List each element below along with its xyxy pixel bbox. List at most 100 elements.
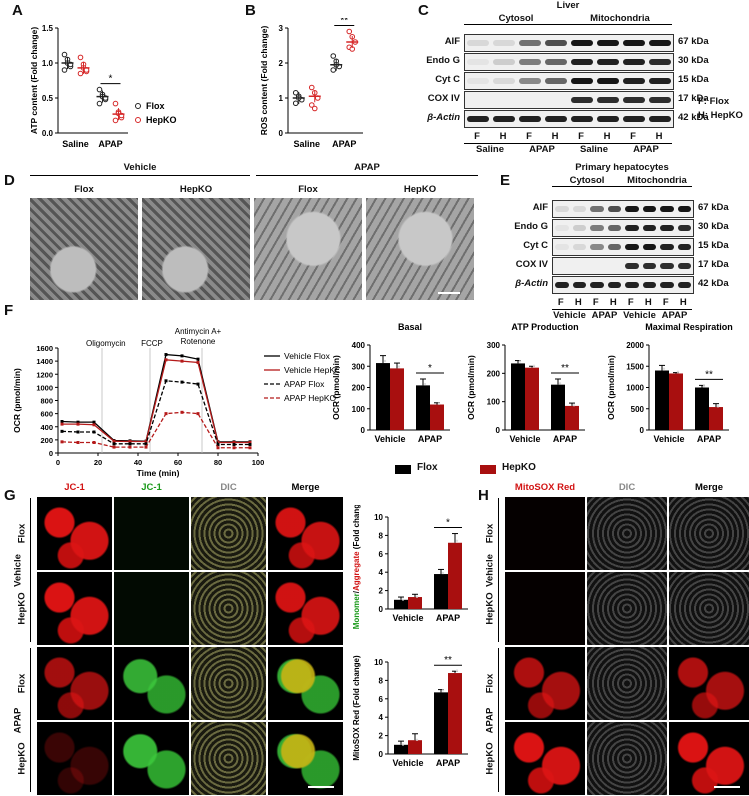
blot-band (590, 206, 604, 212)
blot-band (607, 244, 621, 250)
blot-row-label: β-Actin (515, 278, 548, 289)
blot-size-label: 30 kDa (678, 55, 709, 66)
bar (551, 384, 565, 430)
group-label: APAP (256, 162, 478, 176)
x-tick-label: APAP (332, 139, 356, 149)
y-tick-label: 300 (352, 362, 366, 371)
x-tick-label: Saline (62, 139, 89, 149)
y-axis-label: OCR (pmol/min) (466, 355, 476, 420)
blot-lane-label: F (526, 131, 532, 142)
blot-strip (464, 110, 674, 128)
data-point (248, 441, 252, 444)
panel-f-legend: Flox HepKO (395, 462, 635, 480)
data-point (518, 360, 522, 363)
data-point (196, 412, 200, 416)
data-point (216, 442, 220, 446)
data-point (92, 420, 96, 424)
data-point (60, 429, 64, 433)
column-label: JC-1 (64, 482, 85, 493)
y-tick-label: 0 (379, 750, 384, 759)
y-tick-label: 4 (379, 568, 384, 577)
y-axis-label: ROS content (Fold change) (259, 26, 269, 136)
annotation: Rotenone (181, 337, 216, 346)
bar (448, 542, 462, 609)
legend-label: HepKO (502, 462, 536, 473)
blot-band (677, 282, 691, 288)
blot-band (571, 59, 593, 65)
data-point (164, 412, 168, 416)
em-micrograph (30, 198, 138, 300)
column-label: Merge (695, 482, 723, 493)
y-tick-label: 2 (379, 587, 384, 596)
blot-condition-label: APAP (587, 309, 622, 321)
legend-swatch (480, 465, 496, 474)
data-point (144, 445, 148, 449)
group-bracket (498, 498, 499, 642)
blot-band (607, 282, 621, 288)
data-point (112, 439, 116, 443)
blot-lane-label: F (592, 297, 599, 308)
data-point (441, 571, 445, 575)
legend-label: APAP HepKO (284, 393, 337, 403)
bar (376, 363, 390, 430)
blot-band (545, 40, 567, 46)
significance-mark: * (109, 74, 113, 85)
blot-band (572, 225, 586, 231)
chart-title: ATP Production (511, 322, 578, 332)
data-point (180, 380, 184, 384)
blot-band (607, 206, 621, 212)
blot-band (545, 78, 567, 84)
data-point (437, 402, 441, 405)
bar (511, 363, 525, 430)
blot-lane-label: H (574, 297, 582, 308)
blot-strip (552, 238, 694, 256)
data-point (128, 445, 132, 449)
data-point (164, 353, 168, 357)
blot-band (660, 206, 674, 212)
data-point (128, 442, 132, 446)
y-tick-label: 400 (352, 341, 366, 350)
blot-band (467, 97, 489, 103)
y-tick-label: 0 (379, 605, 384, 614)
row-label: Flox (16, 523, 28, 543)
blot-band (571, 40, 593, 46)
panel-letter-b: B (245, 2, 256, 19)
blot-band (597, 78, 619, 84)
column-label: JC-1 (141, 482, 162, 493)
row-label: HepKO (484, 741, 496, 775)
data-point (248, 442, 252, 446)
microscopy-image (587, 647, 667, 720)
y-axis-label: OCR (pmol/min) (331, 355, 341, 420)
row-label: Flox (484, 673, 496, 693)
blot-band (625, 206, 639, 212)
blot-lane-label: F (630, 131, 636, 142)
blot-lane-label: H (644, 297, 652, 308)
blot-lane-label: F (474, 131, 480, 142)
row-label: HepKO (484, 591, 496, 625)
bar (695, 387, 709, 430)
column-label: Flox (74, 184, 94, 195)
em-micrograph (254, 198, 362, 300)
blot-band (573, 263, 587, 269)
data-point (180, 354, 184, 358)
blot-row-label: AIF (532, 202, 548, 213)
y-axis-label: MitoSOX Red (Fold change) (352, 655, 361, 761)
jc1-imaging-panel: JC-1 JC-1 DIC Merge Vehicle APAP Flox HepKO Flox… (6, 478, 346, 796)
annotation: Antimycin A+ (175, 327, 222, 336)
x-tick-label: 40 (134, 458, 142, 467)
y-tick-label: 0 (49, 449, 53, 458)
microscopy-image (37, 647, 112, 720)
data-point (61, 67, 68, 73)
blot-band (590, 263, 604, 269)
blot-lane-label: H (655, 131, 663, 142)
em-micrograph (366, 198, 474, 300)
blot-band (623, 40, 645, 46)
data-point (232, 446, 236, 450)
bar (390, 368, 404, 430)
significance-mark: ** (340, 18, 348, 27)
column-label: Merge (291, 482, 320, 493)
blot-band (493, 78, 515, 84)
blot-condition-label: Saline (568, 143, 620, 155)
y-tick-label: 1000 (626, 384, 644, 393)
blot-band (572, 206, 586, 212)
